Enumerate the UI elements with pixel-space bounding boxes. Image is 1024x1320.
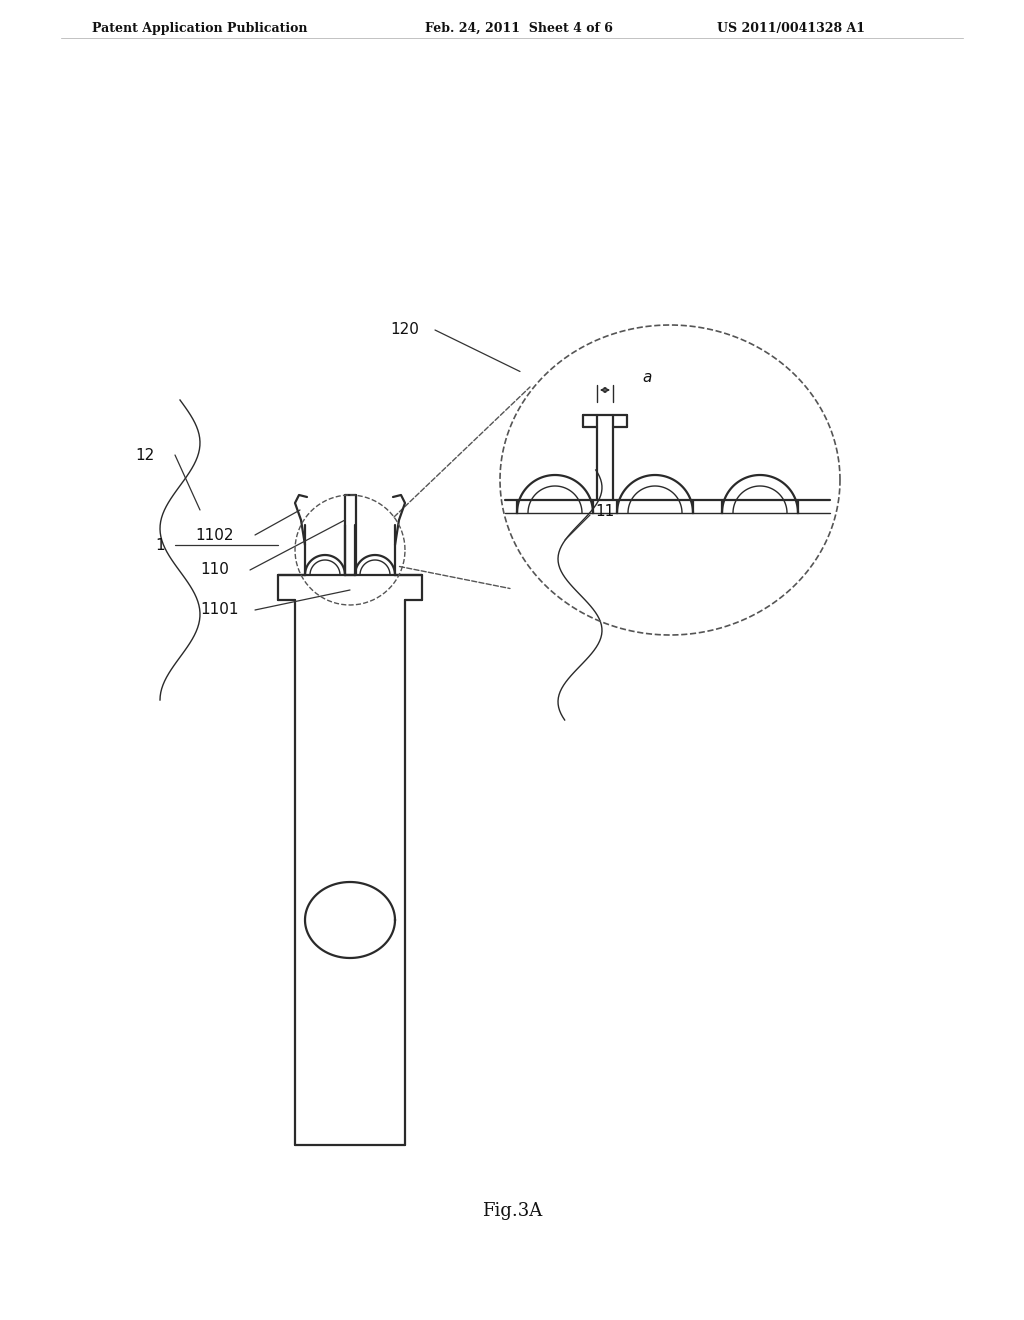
Text: 1101: 1101 [200,602,239,618]
Text: US 2011/0041328 A1: US 2011/0041328 A1 [717,22,865,36]
Text: Fig.3A: Fig.3A [482,1203,542,1220]
Text: 1: 1 [155,537,165,553]
Text: Feb. 24, 2011  Sheet 4 of 6: Feb. 24, 2011 Sheet 4 of 6 [425,22,612,36]
Text: Patent Application Publication: Patent Application Publication [92,22,307,36]
Text: 11: 11 [595,504,614,520]
Text: 12: 12 [135,447,155,462]
Text: 1102: 1102 [195,528,233,543]
Text: 110: 110 [200,562,229,578]
Text: 120: 120 [390,322,419,338]
Text: a: a [642,370,651,385]
